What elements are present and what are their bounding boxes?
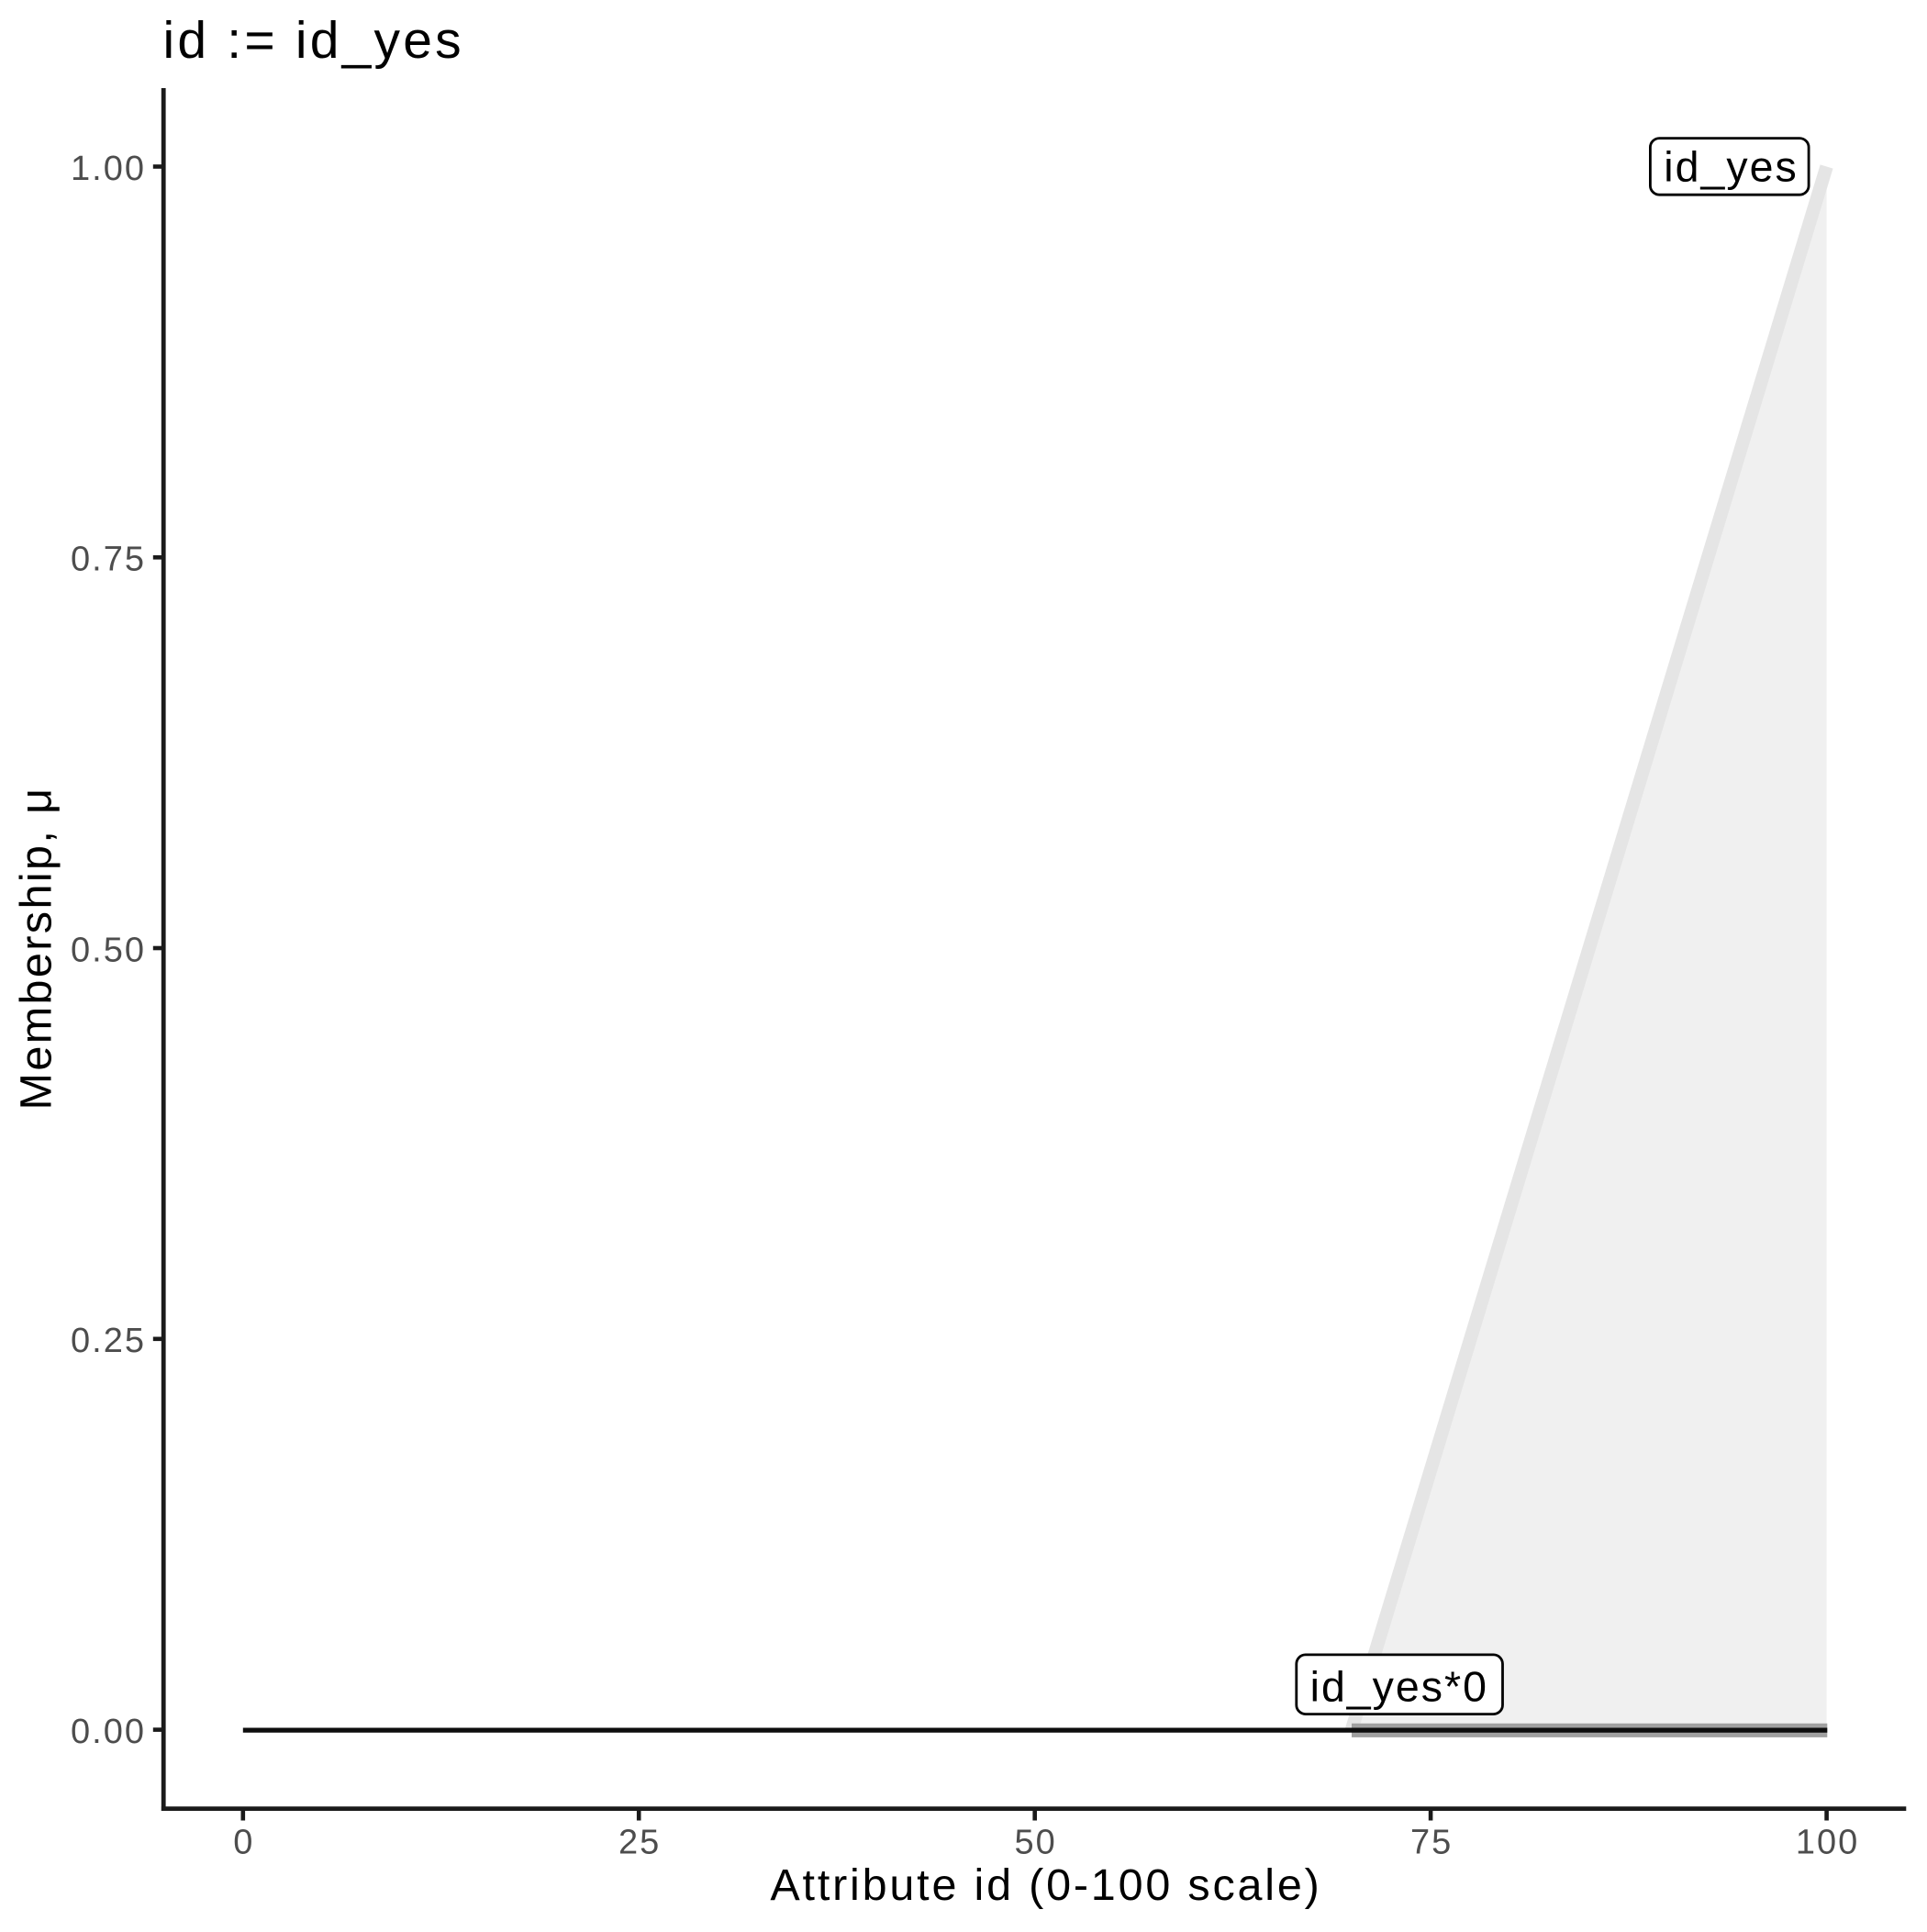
svg-text:Membership, μ: Membership, μ	[12, 787, 61, 1111]
svg-text:id := id_yes: id := id_yes	[163, 11, 464, 70]
svg-text:75: 75	[1410, 1823, 1453, 1861]
svg-text:Attribute id (0-100 scale): Attribute id (0-100 scale)	[770, 1860, 1321, 1910]
svg-text:0.00: 0.00	[71, 1713, 146, 1751]
svg-text:0.75: 0.75	[71, 541, 146, 579]
svg-text:0.50: 0.50	[71, 931, 146, 969]
svg-text:id_yes: id_yes	[1664, 143, 1798, 191]
svg-text:id_yes*0: id_yes*0	[1310, 1663, 1488, 1711]
svg-text:0.25: 0.25	[71, 1322, 146, 1360]
svg-text:25: 25	[618, 1823, 661, 1861]
svg-text:50: 50	[1015, 1823, 1057, 1861]
svg-text:0: 0	[233, 1823, 254, 1861]
svg-text:100: 100	[1796, 1823, 1859, 1861]
svg-text:1.00: 1.00	[71, 150, 146, 188]
